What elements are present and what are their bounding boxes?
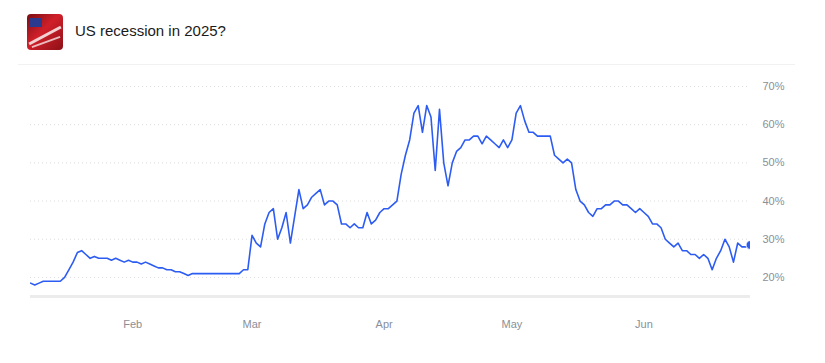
svg-text:Apr: Apr bbox=[376, 318, 393, 330]
svg-text:70%: 70% bbox=[763, 80, 785, 92]
svg-text:Feb: Feb bbox=[123, 318, 142, 330]
svg-text:20%: 20% bbox=[763, 271, 785, 283]
svg-text:50%: 50% bbox=[763, 156, 785, 168]
svg-text:60%: 60% bbox=[763, 118, 785, 130]
svg-text:40%: 40% bbox=[763, 195, 785, 207]
svg-text:May: May bbox=[502, 318, 523, 330]
svg-text:Jun: Jun bbox=[635, 318, 653, 330]
html-text:US recession in 2025?: US recession in 2025? bbox=[75, 22, 226, 39]
svg-text:30%: 30% bbox=[763, 233, 785, 245]
svg-text:Mar: Mar bbox=[243, 318, 262, 330]
